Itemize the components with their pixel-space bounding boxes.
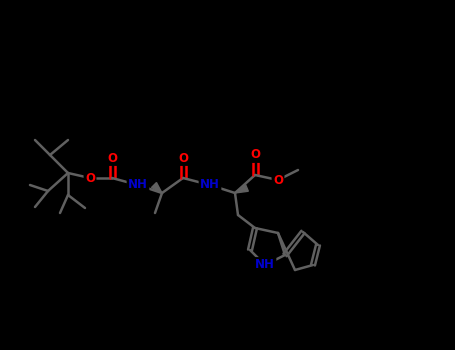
Text: O: O [107, 152, 117, 164]
Text: NH: NH [200, 178, 220, 191]
Polygon shape [152, 183, 162, 193]
Text: NH: NH [255, 259, 275, 272]
Text: O: O [273, 174, 283, 187]
Text: NH: NH [128, 178, 148, 191]
Text: O: O [250, 148, 260, 161]
Text: O: O [178, 152, 188, 164]
Polygon shape [235, 185, 248, 193]
Text: O: O [85, 172, 95, 184]
